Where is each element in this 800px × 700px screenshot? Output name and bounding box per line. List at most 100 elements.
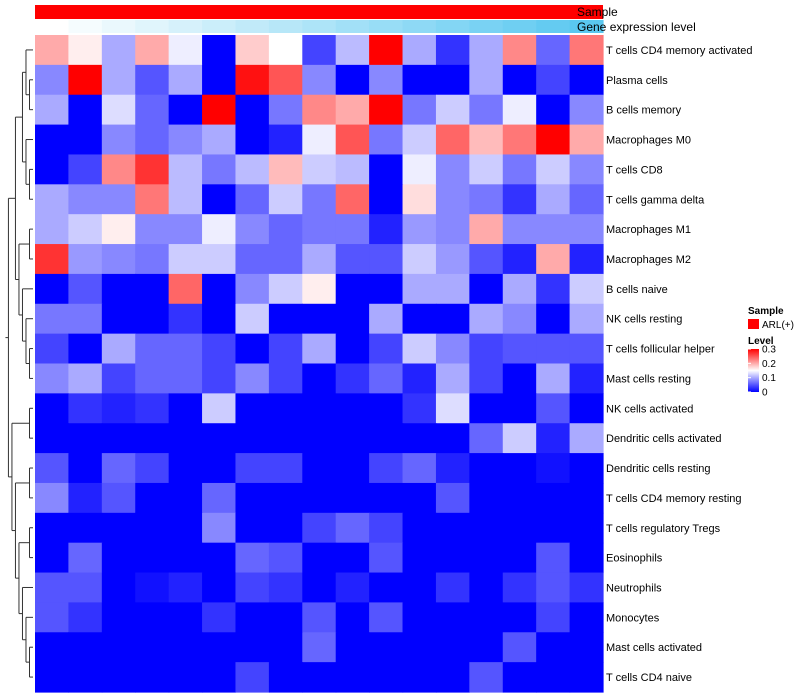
- heatmap-cell: [35, 423, 70, 454]
- heatmap-cell: [302, 453, 337, 484]
- heatmap-cell: [135, 572, 170, 604]
- row-dendrogram: [5, 49, 33, 678]
- heatmap-cell: [68, 94, 103, 126]
- heatmap-cell: [402, 214, 437, 245]
- heatmap-cell: [335, 64, 370, 96]
- heatmap-cell: [302, 393, 337, 424]
- heatmap-cell: [135, 64, 170, 96]
- heatmap-cell: [502, 542, 537, 574]
- heatmap-cell: [268, 214, 303, 245]
- heatmap-cell: [235, 393, 270, 424]
- heatmap-cell: [68, 662, 103, 693]
- heatmap-cell: [101, 542, 136, 574]
- heatmap-cell: [68, 542, 103, 574]
- heatmap-cell: [35, 542, 70, 574]
- heatmap-cell: [402, 423, 437, 454]
- heatmap-cell: [402, 244, 437, 275]
- heatmap-cell: [202, 662, 237, 693]
- annotation-cell-gene-expression: [202, 20, 237, 33]
- heatmap-cell: [168, 64, 203, 96]
- heatmap-cell: [369, 453, 404, 484]
- heatmap-cell: [302, 64, 337, 96]
- heatmap-cell: [135, 662, 170, 693]
- heatmap-cell: [101, 602, 136, 633]
- heatmap-cell: [402, 333, 437, 365]
- heatmap-cell: [202, 632, 237, 663]
- heatmap-cell: [502, 453, 537, 484]
- heatmap-cell: [536, 244, 571, 275]
- heatmap-cell: [101, 482, 136, 514]
- heatmap-cell: [435, 482, 470, 514]
- annotation-cell-gene-expression: [369, 20, 404, 33]
- heatmap-cell: [202, 542, 237, 574]
- heatmap-cell: [369, 124, 404, 156]
- heatmap-cell: [369, 94, 404, 126]
- heatmap-cell: [536, 542, 571, 574]
- heatmap-cell: [302, 512, 337, 544]
- heatmap-cell: [536, 333, 571, 365]
- heatmap-cell: [536, 303, 571, 335]
- heatmap-cell: [268, 303, 303, 335]
- heatmap-cell: [469, 542, 504, 574]
- heatmap-cell: [469, 333, 504, 365]
- heatmap-cell: [335, 94, 370, 126]
- heatmap-cell: [369, 333, 404, 365]
- heatmap-cell: [235, 303, 270, 335]
- annotation-cell-gene-expression: [536, 20, 571, 33]
- heatmap-cell: [135, 363, 170, 394]
- heatmap-cell: [135, 244, 170, 275]
- heatmap-cell: [35, 124, 70, 156]
- heatmap-cell: [268, 94, 303, 126]
- heatmap-cell: [68, 184, 103, 215]
- annotation-cell-gene-expression: [335, 20, 370, 33]
- heatmap-cell: [168, 482, 203, 514]
- heatmap-cell: [101, 214, 136, 245]
- heatmap-cell: [369, 662, 404, 693]
- row-label: Plasma cells: [606, 75, 668, 87]
- heatmap-cell: [569, 393, 604, 424]
- heatmap-cell: [202, 244, 237, 275]
- heatmap-cell: [68, 244, 103, 275]
- heatmap-cell: [302, 273, 337, 305]
- heatmap-cell: [68, 124, 103, 156]
- heatmap-cell: [35, 94, 70, 126]
- row-label: Macrophages M0: [606, 135, 691, 147]
- heatmap-cell: [202, 35, 237, 66]
- heatmap-cell: [135, 632, 170, 663]
- heatmap-cell: [369, 423, 404, 454]
- heatmap-cell: [536, 184, 571, 215]
- heatmap-cell: [35, 662, 70, 693]
- heatmap-cell: [268, 423, 303, 454]
- heatmap-cell: [235, 154, 270, 185]
- annotation-cell-gene-expression: [235, 20, 270, 33]
- heatmap-cell: [168, 602, 203, 633]
- heatmap-cell: [68, 154, 103, 185]
- heatmap-cell: [135, 333, 170, 365]
- heatmap-cell: [68, 632, 103, 663]
- heatmap-cell: [402, 64, 437, 96]
- heatmap-cell: [369, 303, 404, 335]
- heatmap-cell: [268, 393, 303, 424]
- heatmap-cell: [202, 64, 237, 96]
- heatmap-cell: [302, 184, 337, 215]
- heatmap-cell: [268, 662, 303, 693]
- annotation-cell-gene-expression: [168, 20, 203, 33]
- annotation-cell-gene-expression: [402, 20, 437, 33]
- heatmap-cell: [369, 602, 404, 633]
- row-label: B cells naive: [606, 284, 668, 296]
- heatmap-cell: [335, 512, 370, 544]
- heatmap-cell: [435, 363, 470, 394]
- heatmap-cell: [536, 393, 571, 424]
- heatmap-cell: [68, 423, 103, 454]
- heatmap-cell: [469, 453, 504, 484]
- heatmap-cell: [302, 482, 337, 514]
- heatmap-cell: [68, 214, 103, 245]
- heatmap-cell: [101, 662, 136, 693]
- heatmap-cell: [469, 393, 504, 424]
- heatmap-cell: [369, 572, 404, 604]
- annotation-cell-gene-expression: [101, 20, 136, 33]
- heatmap-cell: [68, 64, 103, 96]
- heatmap-cell: [502, 632, 537, 663]
- heatmap-cell: [536, 363, 571, 394]
- heatmap-cell: [435, 512, 470, 544]
